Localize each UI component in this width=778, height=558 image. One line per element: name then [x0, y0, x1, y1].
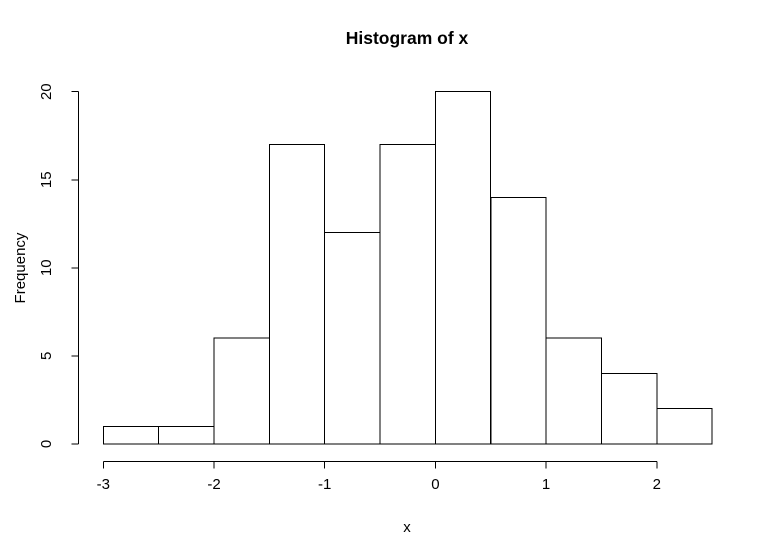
- histogram-bar: [158, 425, 215, 445]
- x-tick-label: -1: [318, 476, 331, 493]
- histogram-bar: [268, 144, 326, 445]
- y-tick-label: 5: [38, 352, 55, 360]
- histogram-bar: [545, 337, 602, 445]
- histogram-bar: [102, 425, 160, 445]
- y-tick-label: 0: [38, 440, 55, 448]
- histogram-bar: [656, 408, 713, 445]
- y-tick-label: 15: [38, 171, 55, 188]
- x-axis-title: x: [403, 519, 411, 536]
- axes: 0 5 10 15 20 -3 -2 -1 0 1 2: [38, 83, 661, 493]
- y-tick-label: 20: [38, 83, 55, 100]
- histogram-bar: [434, 91, 492, 445]
- y-axis-title: Frequency: [12, 232, 29, 303]
- histogram-bar: [379, 144, 437, 445]
- histogram-bar: [601, 373, 658, 445]
- x-tick-label: -2: [207, 476, 220, 493]
- x-tick-label: 0: [431, 476, 439, 493]
- x-tick-label: 1: [542, 476, 550, 493]
- histogram-bar: [490, 196, 547, 445]
- x-tick-label: 2: [653, 476, 661, 493]
- y-tick-label: 10: [38, 259, 55, 276]
- chart-title: Histogram of x: [346, 28, 469, 48]
- histogram-bar: [324, 232, 381, 445]
- x-tick-label: -3: [97, 476, 110, 493]
- histogram-bar: [213, 337, 270, 445]
- histogram-bars: [102, 91, 713, 445]
